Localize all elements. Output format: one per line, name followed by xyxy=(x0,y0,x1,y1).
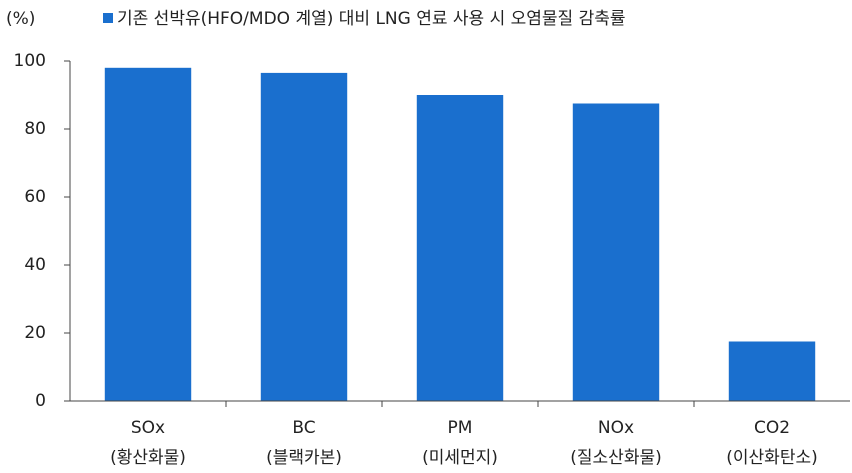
y-tick-label: 40 xyxy=(24,255,46,275)
x-tick-label: (미세먼지) xyxy=(422,448,498,468)
y-tick-label: 100 xyxy=(14,51,46,71)
x-tick-label: (질소산화물) xyxy=(570,448,661,468)
bar xyxy=(572,103,660,401)
x-tick-label: (황산화물) xyxy=(110,448,186,468)
x-tick-label: NOx xyxy=(598,418,634,438)
x-tick-label: SOx xyxy=(131,418,165,438)
y-tick-label: 80 xyxy=(24,119,46,139)
x-tick-label: (블랙카본) xyxy=(266,448,342,468)
bar xyxy=(260,72,348,402)
y-tick-label: 60 xyxy=(24,187,46,207)
legend-label: 기존 선박유(HFO/MDO 계열) 대비 LNG 연료 사용 시 오염물질 감… xyxy=(117,9,626,29)
y-tick-label: 20 xyxy=(24,323,46,343)
y-tick-label: 0 xyxy=(35,391,46,411)
unit-label: (%) xyxy=(6,9,35,29)
x-tick-label: CO2 xyxy=(754,418,790,438)
bar xyxy=(728,341,816,401)
x-tick-label: BC xyxy=(292,418,315,438)
bar xyxy=(416,95,504,401)
bar xyxy=(104,67,192,402)
x-tick-label: PM xyxy=(448,418,473,438)
legend-swatch xyxy=(103,13,113,23)
x-tick-label: (이산화탄소) xyxy=(726,448,817,468)
